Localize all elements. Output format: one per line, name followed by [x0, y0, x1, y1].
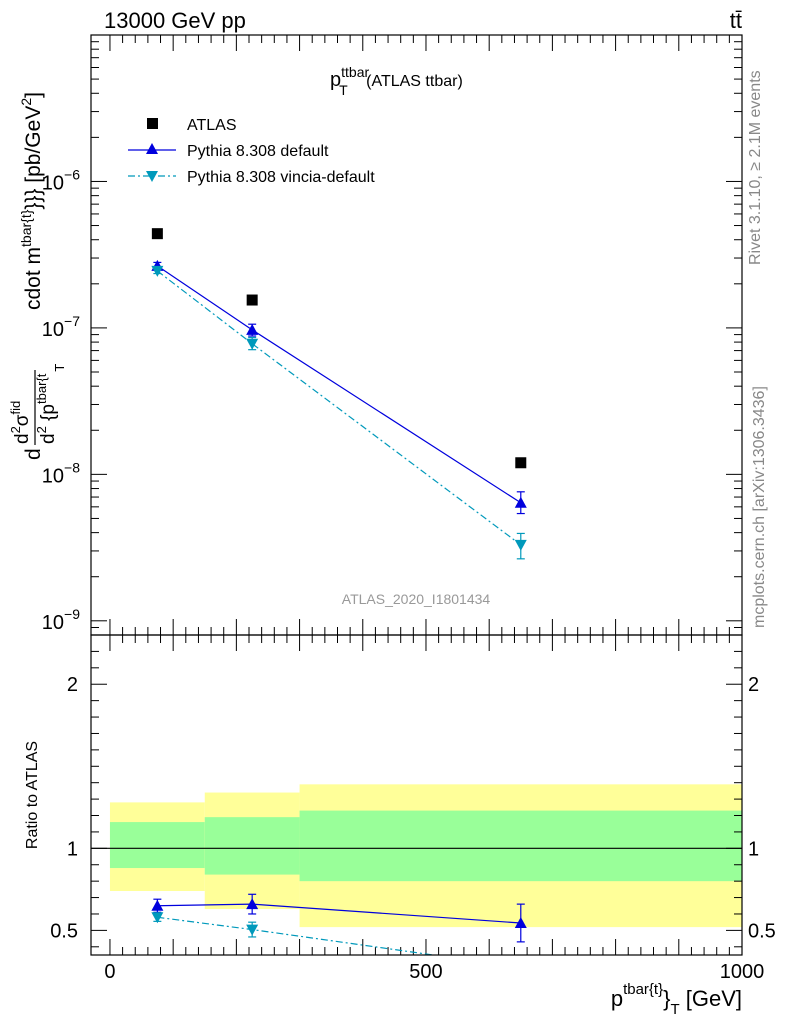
x-tick-label: 1000 [720, 961, 765, 983]
ratio-pythia-default-point [246, 898, 259, 910]
top-y-tick-label: 10−6 [42, 166, 80, 194]
pythia-vincia-line [156, 270, 522, 546]
top-y-tick-label: 10−8 [42, 459, 80, 487]
top-title: pttbar T (ATLAS ttbar) [330, 64, 463, 98]
atlas-data-point [246, 294, 258, 306]
ratio-pythia-default-point [514, 917, 527, 928]
ratio-y-label: Ratio to ATLAS [24, 741, 41, 849]
uncertainty-band-inner [204, 817, 300, 875]
x-tick-label: 500 [409, 961, 442, 983]
ratio-pythia-default-point [151, 899, 164, 911]
bottom-y-tick-label-right: 0.5 [748, 920, 776, 942]
analysis-watermark: ATLAS_2020_I1801434 [342, 591, 491, 607]
atlas-data-point [515, 457, 527, 469]
mcplots-label: mcplots.cern.ch [arXiv:1306.3436] [751, 386, 768, 628]
pythia-default-point [514, 496, 527, 508]
ratio-pythia-vincia-point [151, 912, 164, 924]
bottom-y-tick-label-left: 2 [67, 674, 78, 696]
legend: ATLAS Pythia 8.308 default Pythia 8.308 … [128, 117, 375, 186]
ratio-pythia-vincia-point [515, 962, 527, 973]
svg-text:d: d [22, 448, 45, 460]
pythia-default-point [246, 323, 259, 335]
top-y-tick-label: 10−9 [42, 606, 80, 634]
top-axis-ticks: 10−9 10−8 10−7 10−6 [42, 34, 743, 636]
process-label: tt̄ [730, 8, 742, 33]
svg-text:d2σfid: d2σfid [8, 401, 33, 444]
bottom-panel: 0.5 0.5 1 1 2 2 0 500 1000 Ratio to ATLAS ptbar{… [24, 634, 776, 1018]
pythia-vincia-point [246, 338, 259, 350]
uncertainty-band-inner [109, 822, 205, 869]
legend-atlas-label: ATLAS [187, 117, 237, 134]
rivet-label: Rivet 3.1.10, ≥ 2.1M events [747, 70, 764, 265]
top-y-label: d d2σfid d2 {ptbar{tT cdot mtbar{t}}}} [… [8, 92, 67, 460]
legend-pythia-label: Pythia 8.308 default [187, 143, 329, 160]
bottom-y-tick-label-left: 1 [67, 838, 78, 860]
x-tick-label: 0 [104, 961, 115, 983]
legend-vincia-label: Pythia 8.308 vincia-default [187, 169, 375, 186]
svg-text:cdot mtbar{t}}}} [pb/GeV2]: cdot mtbar{t}}}} [pb/GeV2] [18, 92, 45, 310]
ratio-pythia-vincia-point [246, 924, 259, 936]
uncertainty-band-inner [299, 810, 742, 882]
bottom-y-tick-label-left: 0.5 [50, 920, 78, 942]
bottom-plot-frame [90, 634, 743, 956]
energy-label: 13000 GeV pp [104, 8, 246, 33]
legend-pythia-marker [146, 143, 158, 154]
legend-vincia-marker [146, 171, 158, 182]
x-axis-label: ptbar{t}}T [GeV] [611, 981, 742, 1018]
bottom-y-tick-label-right: 1 [748, 838, 759, 860]
pythia-vincia-point [151, 265, 164, 277]
bottom-y-tick-label-right: 2 [748, 674, 759, 696]
top-y-tick-label: 10−7 [42, 313, 80, 341]
atlas-data-point [151, 228, 163, 240]
top-panel: 10−9 10−8 10−7 10−6 pttbar T (ATLAS ttbar) A… [8, 34, 743, 636]
svg-text:d2 {ptbar{tT: d2 {ptbar{tT [34, 364, 67, 444]
pythia-default-line [157, 265, 522, 504]
legend-atlas-marker [147, 118, 158, 129]
pythia-vincia-point [514, 539, 527, 551]
